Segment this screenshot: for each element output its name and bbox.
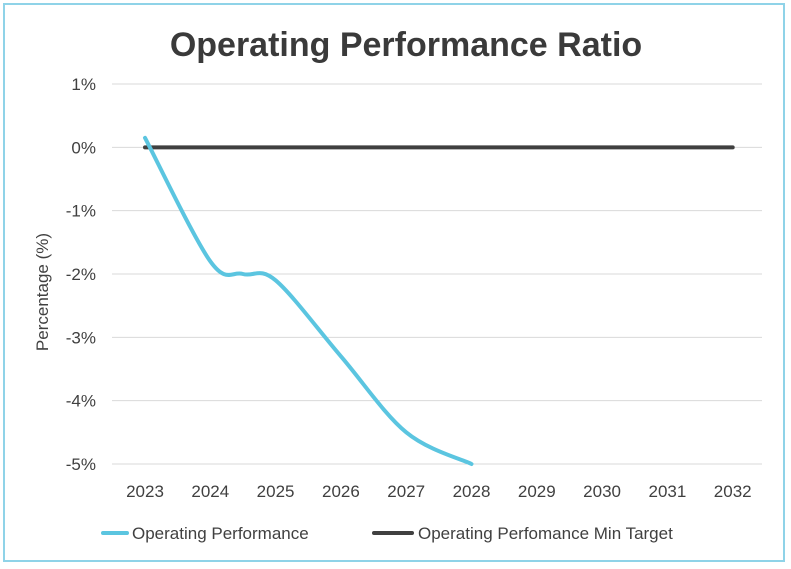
x-tick-label: 2027 <box>387 482 425 501</box>
y-tick-label: -2% <box>66 265 96 284</box>
x-tick-label: 2030 <box>583 482 621 501</box>
x-tick-label: 2024 <box>191 482 229 501</box>
y-tick-label: -1% <box>66 202 96 221</box>
legend: Operating Performance Operating Perfomanc… <box>101 524 673 543</box>
series-line-0 <box>143 135 474 466</box>
x-tick-label: 2029 <box>518 482 556 501</box>
series-lines <box>143 135 735 466</box>
x-tick-label: 2032 <box>714 482 752 501</box>
x-tick-label: 2028 <box>453 482 491 501</box>
y-axis-label: Percentage (%) <box>33 233 52 351</box>
y-tick-label: -5% <box>66 455 96 474</box>
x-tick-label: 2023 <box>126 482 164 501</box>
x-tick-label: 2026 <box>322 482 360 501</box>
legend-label: Operating Perfomance Min Target <box>418 524 673 543</box>
x-tick-label: 2025 <box>257 482 295 501</box>
y-tick-label: -4% <box>66 392 96 411</box>
x-tick-label: 2031 <box>648 482 686 501</box>
y-tick-labels: 1% 0% -1% -2% -3% -4% -5% <box>66 75 96 474</box>
gridlines <box>112 83 762 465</box>
chart-title: Operating Performance Ratio <box>170 26 642 64</box>
x-tick-labels: 2023 2024 2025 2026 2027 2028 2029 2030 2031 2032 <box>126 482 752 501</box>
legend-label: Operating Performance <box>132 524 309 543</box>
chart-frame <box>3 3 785 562</box>
y-tick-label: 0% <box>71 138 96 157</box>
y-tick-label: -3% <box>66 328 96 347</box>
y-tick-label: 1% <box>71 75 96 94</box>
